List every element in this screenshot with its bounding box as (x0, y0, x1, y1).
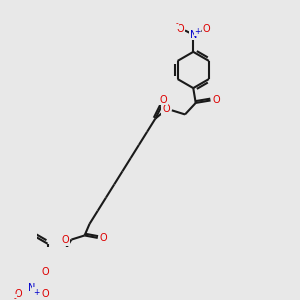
Text: +: + (33, 288, 39, 297)
Text: -: - (14, 294, 17, 300)
Text: N: N (190, 30, 197, 40)
Text: O: O (15, 289, 22, 299)
Text: O: O (62, 236, 70, 245)
Text: O: O (41, 267, 49, 277)
Text: O: O (41, 289, 49, 299)
Text: O: O (100, 233, 107, 243)
Text: O: O (162, 104, 170, 115)
Text: +: + (194, 27, 201, 36)
Text: O: O (160, 94, 167, 105)
Text: O: O (202, 24, 210, 34)
Text: O: O (176, 24, 184, 34)
Text: N: N (28, 283, 36, 293)
Text: O: O (212, 95, 220, 105)
Text: -: - (176, 20, 178, 28)
